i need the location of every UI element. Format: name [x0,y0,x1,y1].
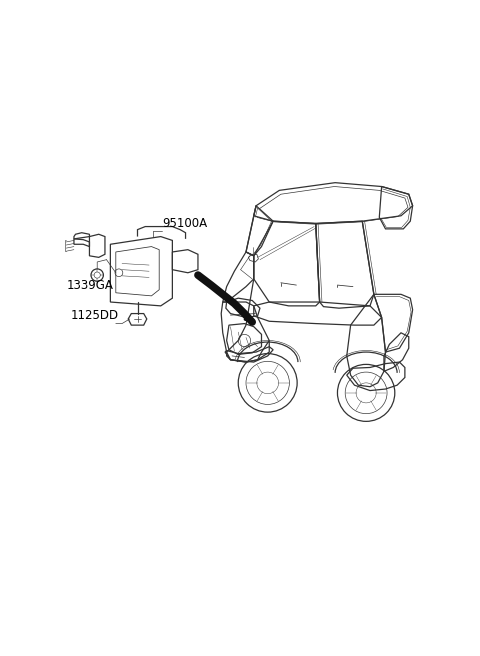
Text: 1125DD: 1125DD [71,310,119,322]
Text: 95100A: 95100A [162,216,207,230]
Text: 1339GA: 1339GA [66,279,113,291]
